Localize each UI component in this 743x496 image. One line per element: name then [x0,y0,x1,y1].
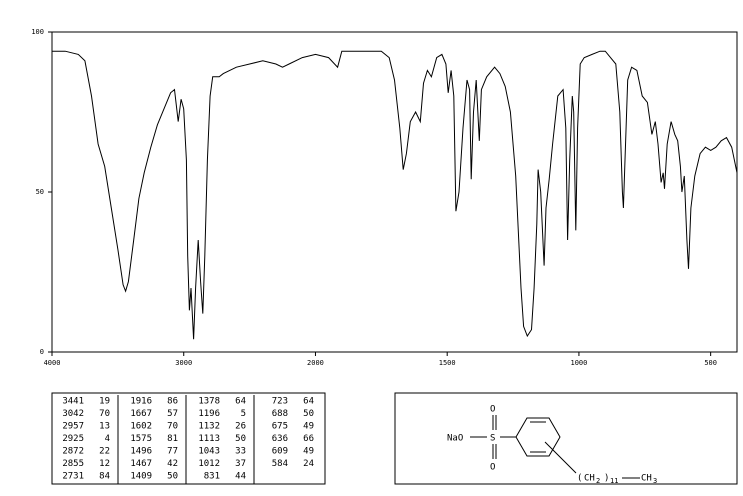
peak-wavenumber: 1575 [130,434,152,444]
atom-label: CH [584,474,595,484]
peak-wavenumber: 1113 [198,434,220,444]
spectrum-line [52,50,738,340]
atom-label: CH [641,474,652,484]
peak-transmittance: 84 [99,472,110,482]
peak-transmittance: 81 [167,434,178,444]
x-tick-label: 1000 [570,359,587,367]
x-tick-label: 2000 [307,359,324,367]
peak-wavenumber: 3441 [62,397,84,407]
structure-bonds [470,415,640,479]
atom-label: O [490,405,495,415]
peak-wavenumber: 1012 [198,459,220,469]
peak-transmittance: 66 [303,434,314,444]
y-tick-label: 100 [31,28,44,36]
peak-transmittance: 22 [99,447,110,457]
peak-transmittance: 37 [235,459,246,469]
peak-transmittance: 64 [303,397,314,407]
peak-wavenumber: 1378 [198,397,220,407]
peak-table-frame [51,392,326,485]
peak-transmittance: 70 [167,422,178,432]
peak-wavenumber: 636 [272,434,288,444]
peak-wavenumber: 1667 [130,409,152,419]
atom-label: 11 [610,477,618,485]
peak-wavenumber: 723 [272,397,288,407]
peak-wavenumber: 675 [272,422,288,432]
peak-transmittance: 86 [167,397,178,407]
peak-transmittance: 4 [105,434,110,444]
peak-wavenumber: 1196 [198,409,220,419]
peak-wavenumber: 3042 [62,409,84,419]
x-tick-label: 500 [704,359,717,367]
peak-wavenumber: 1602 [130,422,152,432]
y-tick-label: 50 [36,188,44,196]
peak-wavenumber: 609 [272,447,288,457]
peak-transmittance: 12 [99,459,110,469]
atom-label: O [490,463,495,473]
peak-transmittance: 24 [303,459,314,469]
atom-label: S [490,434,495,444]
atom-label: NaO [447,434,463,444]
peak-wavenumber: 1496 [130,447,152,457]
peak-transmittance: 50 [167,472,178,482]
peak-wavenumber: 1043 [198,447,220,457]
peak-wavenumber: 2731 [62,472,84,482]
peak-wavenumber: 2925 [62,434,84,444]
atom-label: ( [577,474,582,484]
peak-transmittance: 19 [99,397,110,407]
atom-label: ) [604,474,609,484]
atom-label: 2 [596,477,600,485]
peak-wavenumber: 2957 [62,422,84,432]
peak-transmittance: 42 [167,459,178,469]
structure-labels: NaO S O O ( CH 2 ) 11 CH 3 [447,405,657,486]
peak-wavenumber: 1409 [130,472,152,482]
peak-wavenumber: 1467 [130,459,152,469]
peak-wavenumber: 1916 [130,397,152,407]
peak-transmittance: 57 [167,409,178,419]
peak-transmittance: 70 [99,409,110,419]
peak-wavenumber: 2872 [62,447,84,457]
peak-transmittance: 49 [303,422,314,432]
y-tick-label: 0 [40,348,44,356]
peak-transmittance: 26 [235,422,246,432]
peak-wavenumber: 584 [272,459,288,469]
x-tick-label: 4000 [44,359,61,367]
peak-transmittance: 49 [303,447,314,457]
peak-transmittance: 33 [235,447,246,457]
peak-transmittance: 5 [241,409,246,419]
peak-wavenumber: 2855 [62,459,84,469]
peak-wavenumber: 831 [204,472,220,482]
peak-wavenumber: 1132 [198,422,220,432]
peak-transmittance: 13 [99,422,110,432]
peak-transmittance: 64 [235,397,246,407]
structure-frame [394,392,738,485]
peak-wavenumber: 688 [272,409,288,419]
x-tick-label: 3000 [175,359,192,367]
peak-transmittance: 50 [303,409,314,419]
peak-transmittance: 77 [167,447,178,457]
peak-transmittance: 44 [235,472,246,482]
peak-transmittance: 50 [235,434,246,444]
x-tick-label: 1500 [439,359,456,367]
atom-label: 3 [653,477,657,485]
